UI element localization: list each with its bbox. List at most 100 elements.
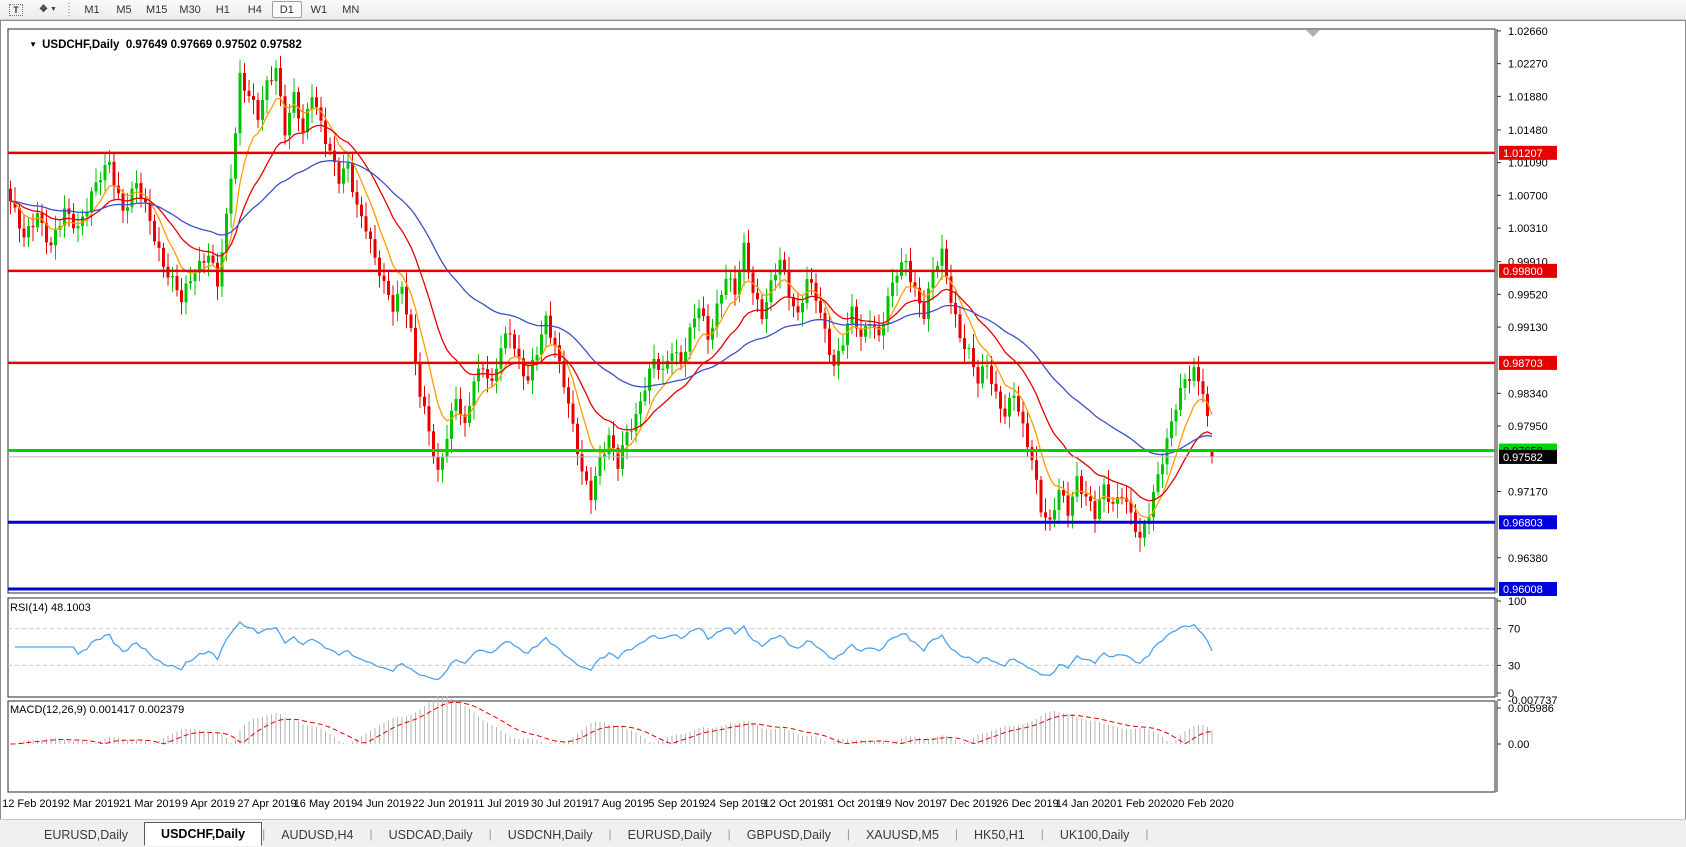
candle-body xyxy=(918,287,921,304)
date-label: 9 Apr 2019 xyxy=(182,798,235,810)
timeframe-button-mn[interactable]: MN xyxy=(342,3,360,16)
tab-separator: | xyxy=(369,827,373,841)
timeframe-button-w1[interactable]: W1 xyxy=(310,3,328,16)
candle-body xyxy=(144,198,147,203)
candle-body xyxy=(130,188,134,208)
candle-body xyxy=(436,457,440,470)
candle-body xyxy=(355,192,359,205)
tab-separator: | xyxy=(1145,827,1149,841)
candle-body xyxy=(751,272,755,293)
date-label: 7 Dec 2019 xyxy=(941,798,997,810)
date-label: 12 Feb 2019 xyxy=(2,798,64,810)
arrange-windows-button[interactable]: ❖ ▼ xyxy=(33,1,63,18)
date-label: 27 Apr 2019 xyxy=(237,798,296,810)
candle-body xyxy=(940,248,944,266)
toolbar-grip-handle[interactable] xyxy=(68,2,70,17)
candle-body xyxy=(414,327,417,362)
candle-body xyxy=(724,278,728,295)
candle-body xyxy=(225,213,228,253)
candle-body xyxy=(459,398,462,415)
candle-body xyxy=(886,296,890,325)
collapse-triangle-icon[interactable]: ▼ xyxy=(29,40,38,49)
candle-body xyxy=(234,133,237,179)
price-chart-canvas[interactable]: 1.02660 1.02270 1.01880 1.01480 1.01090 1.007… xyxy=(1,21,1685,817)
candle-body xyxy=(409,314,413,328)
chart-tab-eurusd-daily[interactable]: EURUSD,Daily xyxy=(627,827,712,842)
timeframe-button-m15[interactable]: M15 xyxy=(146,3,168,16)
candle-body xyxy=(742,242,746,272)
candle-body xyxy=(9,188,12,202)
candle-body xyxy=(985,365,989,367)
timeframe-button-h4[interactable]: H4 xyxy=(247,3,262,16)
ma-line-8 xyxy=(10,97,1213,518)
chart-tab-gbpusd-daily[interactable]: GBPUSD,Daily xyxy=(746,827,831,842)
candle-body xyxy=(630,431,633,433)
candle-body xyxy=(895,275,899,283)
candle-body xyxy=(679,352,683,363)
pane-border-0 xyxy=(7,28,1496,594)
candle-body xyxy=(22,228,26,238)
price-tick-label: 0.97170 xyxy=(1508,486,1548,498)
candle-body xyxy=(1026,423,1029,448)
candle-body xyxy=(522,358,525,377)
candle-body xyxy=(850,306,854,324)
candle-body xyxy=(346,163,350,169)
candle-body xyxy=(981,366,984,384)
chart-tab-usdcad-daily[interactable]: USDCAD,Daily xyxy=(388,827,473,842)
candle-body xyxy=(877,326,881,336)
timeframe-button-d1[interactable]: D1 xyxy=(271,1,302,18)
candle-body xyxy=(774,274,777,281)
candle-body xyxy=(1080,476,1083,495)
candle-body xyxy=(949,276,953,303)
candle-body xyxy=(1120,496,1124,498)
timeframe-button-m1[interactable]: M1 xyxy=(84,3,100,16)
timeframe-toolbar: T ❖ ▼ M1 M5 M15 M30 H1 H4 D1 W1 MN xyxy=(0,0,1686,20)
candle-body xyxy=(526,376,530,381)
candle-body xyxy=(1017,395,1020,412)
chart-tab-usdcnh-daily[interactable]: USDCNH,Daily xyxy=(507,827,593,842)
candle-body xyxy=(139,183,143,199)
price-tick-label: 1.00700 xyxy=(1508,190,1548,202)
price-tick-label: 0.99520 xyxy=(1508,289,1548,301)
candle-body xyxy=(306,108,309,133)
timeframe-button-m30[interactable]: M30 xyxy=(179,3,201,16)
candle-body xyxy=(990,365,993,384)
date-label: 14 Jan 2020 xyxy=(1056,798,1117,810)
candle-body xyxy=(931,271,935,289)
candle-body xyxy=(193,272,197,282)
candle-body xyxy=(387,280,390,296)
chart-shift-marker-icon[interactable] xyxy=(1306,30,1320,37)
candle-body xyxy=(639,401,642,414)
timeframe-button-h1[interactable]: H1 xyxy=(215,3,230,16)
candle-body xyxy=(841,345,845,351)
candle-body xyxy=(1156,474,1160,492)
pane-border-2 xyxy=(7,700,1496,793)
chart-tab-hk50-h1[interactable]: HK50,H1 xyxy=(974,827,1025,842)
candle-body xyxy=(72,213,75,229)
macd-signal-line[interactable] xyxy=(10,701,1213,745)
price-tick-label: 0.96380 xyxy=(1508,553,1548,565)
text-label-tool-button[interactable]: T xyxy=(1,1,31,18)
candle-body xyxy=(706,316,710,340)
candle-body xyxy=(1021,411,1025,424)
chart-tab-eurusd-daily[interactable]: EURUSD,Daily xyxy=(44,827,129,842)
chart-tab-xauusd-m5[interactable]: XAUUSD,M5 xyxy=(865,827,939,842)
chart-tab-uk100-daily[interactable]: UK100,Daily xyxy=(1059,827,1130,842)
candle-body xyxy=(117,185,120,194)
candle-body xyxy=(1116,496,1119,504)
rsi-line[interactable] xyxy=(15,621,1213,681)
chart-tab-audusd-h4[interactable]: AUDUSD,H4 xyxy=(281,827,354,842)
chart-tab-usdchf-daily[interactable]: USDCHF,Daily xyxy=(144,822,263,846)
candle-body xyxy=(1035,460,1038,480)
date-label: 21 Mar 2019 xyxy=(119,798,181,810)
candle-body xyxy=(1008,397,1011,417)
candle-body xyxy=(112,161,116,186)
timeframe-button-m5[interactable]: M5 xyxy=(116,3,132,16)
level-label-0.96008: 0.96008 xyxy=(1503,584,1543,596)
candle-body xyxy=(360,204,363,217)
candle-body xyxy=(328,143,332,151)
ma-line-50 xyxy=(10,160,1213,456)
candle-body xyxy=(733,278,737,295)
candle-body xyxy=(432,431,435,458)
candle-body xyxy=(891,282,894,297)
